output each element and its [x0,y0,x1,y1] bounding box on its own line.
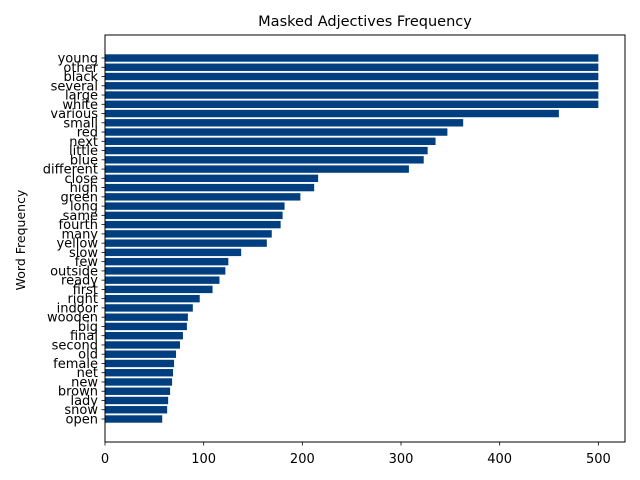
bar-slow [105,248,242,257]
bar-long [105,202,285,210]
bar-young [105,54,599,62]
bar-green [105,193,301,201]
plot-frame [104,34,626,443]
bar-first [105,285,213,294]
category-label-few: few [75,255,99,270]
bar-next [105,137,436,146]
x-tick-label-500: 500 [586,452,611,467]
category-label-right: right [67,292,98,307]
category-label-many: many [61,227,98,242]
bar-ready [105,276,220,284]
category-label-other: other [63,61,98,76]
category-label-net: net [77,366,98,381]
category-label-snow: snow [64,403,98,418]
category-label-blue: blue [70,153,98,168]
category-label-several: several [51,79,98,94]
category-label-next: next [69,135,98,150]
bar-snow [105,406,168,414]
bar-large [105,91,599,99]
category-label-large: large [65,89,98,104]
category-label-first: first [73,283,98,298]
x-tick-label-200: 200 [290,452,315,467]
category-label-long: long [70,200,98,215]
bar-brown [105,387,171,395]
bar-right [105,294,200,303]
bar-old [105,350,177,358]
bar-new [105,378,173,386]
bar-yellow [105,239,267,247]
category-label-second: second [52,338,98,353]
bar-various [105,109,559,118]
bar-different [105,165,409,173]
category-label-ready: ready [61,274,98,289]
category-label-slow: slow [69,246,98,261]
bar-little [105,146,428,155]
category-label-same: same [63,209,98,224]
bar-wooden [105,313,188,321]
bar-red [105,128,448,136]
category-label-big: big [78,320,98,335]
bar-few [105,257,229,266]
category-label-little: little [69,144,98,159]
category-label-red: red [77,126,98,141]
category-label-high: high [70,181,98,196]
category-label-black: black [63,70,98,85]
category-label-green: green [60,190,98,205]
bar-indoor [105,304,193,312]
x-tick-label-400: 400 [487,452,512,467]
x-tick-label-100: 100 [191,452,216,467]
category-label-close: close [65,172,98,187]
bar-net [105,369,174,377]
bar-several [105,82,599,90]
category-label-brown: brown [58,385,98,400]
bar-female [105,359,175,368]
x-tick-label-0: 0 [101,452,109,467]
category-label-yellow: yellow [56,237,98,252]
category-label-old: old [78,348,98,363]
y-axis-label: Word Frequency [13,189,28,290]
bar-small [105,119,464,127]
category-label-fourth: fourth [59,218,98,233]
bar-blue [105,156,424,164]
category-label-indoor: indoor [57,301,99,316]
category-label-female: female [53,357,98,372]
category-label-open: open [66,413,98,428]
category-label-various: various [50,107,98,122]
category-label-small: small [63,116,98,131]
bar-outside [105,267,226,275]
bar-close [105,174,319,183]
x-axis-ticks: 0 100 200 300 400 500 [101,442,611,467]
bar-black [105,72,599,81]
chart-title: Masked Adjectives Frequency [258,14,472,30]
bar-other [105,63,599,71]
bars-group [105,54,599,423]
category-label-white: white [62,98,98,113]
bar-big [105,322,187,331]
bar-white [105,100,599,108]
category-label-lady: lady [70,394,98,409]
bar-high [105,183,315,192]
category-label-different: different [43,163,98,178]
bar-lady [105,396,169,405]
category-label-new: new [71,375,98,390]
category-label-final: final [70,329,98,344]
bar-fourth [105,220,281,229]
bar-many [105,230,272,238]
bar-second [105,341,180,349]
bar-final [105,331,183,340]
bar-same [105,211,283,220]
bar-open [105,415,163,423]
x-tick-label-300: 300 [389,452,414,467]
category-label-outside: outside [50,264,98,279]
category-labels: youngotherblackseverallargewhitevariouss… [43,52,105,428]
category-label-wooden: wooden [47,311,98,326]
category-label-young: young [58,52,98,67]
